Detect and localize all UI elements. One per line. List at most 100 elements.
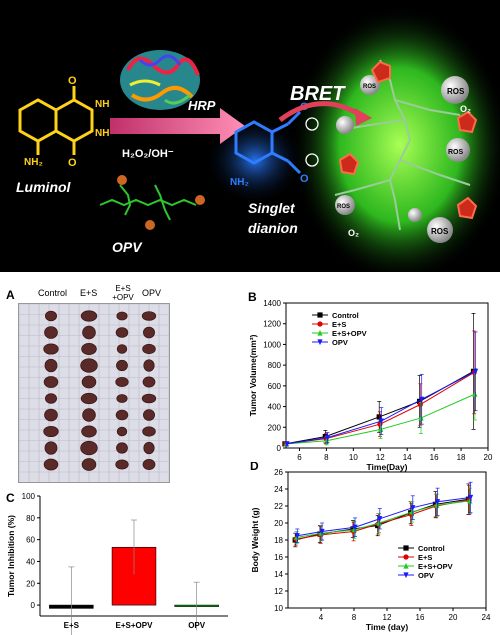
legend-marker: [403, 572, 409, 579]
data-point: [324, 435, 331, 441]
x-tick-label: 4: [319, 613, 324, 622]
bret-arrowhead: [355, 108, 372, 126]
tumor-specimen: [81, 343, 97, 355]
legend-marker: [317, 329, 323, 336]
panel-letter: B: [248, 290, 257, 304]
tumor-specimen: [143, 409, 155, 421]
tumor-specimen: [142, 376, 156, 388]
tumor-specimen: [82, 325, 96, 340]
dianion-glow: [205, 115, 305, 205]
tumor-specimen: [116, 344, 128, 354]
x-tick-label: 16: [416, 613, 425, 622]
tumor-specimen: [43, 458, 59, 471]
legend-marker: [317, 321, 323, 327]
tumor-specimen: [44, 393, 57, 404]
data-point: [467, 497, 473, 504]
luminol-structure: [18, 86, 94, 155]
data-point: [324, 437, 330, 444]
y-tick-label: 26: [274, 468, 283, 477]
data-point: [284, 441, 290, 447]
y-tick-label: 24: [274, 485, 283, 494]
series-E+S: [293, 485, 472, 546]
x-tick-label: 20: [449, 613, 458, 622]
tumor-specimen: [80, 310, 98, 322]
x-tick-label: 16: [430, 453, 439, 462]
data-point: [351, 526, 357, 533]
data-point: [294, 533, 300, 539]
col-label-control: Control: [38, 288, 68, 298]
y-tick-label: 60: [26, 536, 35, 545]
legend-marker: [317, 339, 323, 346]
tumor-specimen: [116, 359, 128, 372]
hrp-label: HRP: [188, 98, 216, 113]
charge-icon: [305, 117, 319, 131]
scheme-graphic: O O NH NH NH₂ Luminol HRP H₂O₂/OH⁻ OPV: [16, 5, 500, 272]
tumor-specimen: [143, 326, 155, 339]
tumor-specimen: [116, 442, 128, 454]
tumor-specimen: [43, 425, 59, 438]
tumor-specimen: [81, 425, 97, 438]
legend-marker: [403, 554, 409, 560]
x-tick-label: 24: [482, 613, 491, 622]
ros-particles: [335, 75, 470, 243]
tumor-specimen: [116, 426, 128, 437]
series-E+S+OPV: [294, 487, 473, 544]
data-point: [378, 426, 384, 432]
o2-label: O₂: [460, 104, 471, 114]
plot-frame: [285, 302, 489, 449]
x-tick-label: 8: [324, 453, 329, 462]
data-point: [352, 524, 358, 531]
y-tick-label: 200: [268, 423, 282, 432]
reagent-label: H₂O₂/OH⁻: [122, 148, 174, 160]
legend-label: E+S: [418, 553, 432, 562]
photosensitizer-units: [338, 60, 478, 220]
y-tick-label: 80: [26, 514, 35, 523]
x-tick-label: 18: [457, 453, 466, 462]
col-label-es-opv: E+S +OPV: [112, 284, 134, 302]
series-Control: [292, 483, 472, 548]
plot-frame: [287, 471, 487, 609]
y-axis-label: Tumor Inhibition (%): [6, 515, 16, 597]
legend-label: Control: [418, 544, 445, 553]
tumor-volume-chart: B6 8 10 12 14 16 18 200200400600800100012001400…: [248, 290, 493, 472]
legend-marker: [403, 562, 409, 569]
tumor-specimen: [81, 458, 97, 471]
legend-marker: [317, 312, 323, 318]
data-point: [377, 516, 383, 522]
data-point: [434, 499, 441, 505]
y-tick-label: 18: [274, 536, 283, 545]
opv-label: OPV: [112, 239, 143, 255]
data-point: [419, 396, 425, 403]
dianion-label: dianion: [248, 220, 298, 236]
legend-label: Control: [332, 311, 359, 320]
reaction-arrow: [110, 108, 245, 144]
data-point: [378, 418, 384, 425]
legend-label: E+S: [332, 320, 346, 329]
tumor-specimen: [116, 311, 128, 321]
luminol-o2: O: [68, 157, 77, 169]
o2-label: O₂: [348, 228, 359, 238]
tumor-specimen: [142, 459, 156, 470]
data-point: [376, 414, 382, 420]
x-tick-label: 8: [352, 613, 357, 622]
tumor-specimen: [142, 343, 156, 355]
y-tick-label: 1400: [263, 299, 281, 308]
legend-marker: [403, 545, 409, 551]
legend-label: OPV: [332, 338, 348, 347]
tumor-specimen: [43, 343, 59, 355]
hrp-protein: [120, 50, 200, 110]
data-point: [410, 505, 416, 511]
luminol-nh2: NH: [95, 128, 109, 139]
opv-node: [117, 175, 127, 185]
data-point: [472, 368, 479, 375]
tumor-specimen: [44, 408, 58, 422]
x-tick-label: 20: [484, 453, 493, 462]
ros-label: ROS: [363, 84, 376, 90]
data-point: [319, 528, 325, 535]
legend-label: E+S+OPV: [418, 562, 453, 571]
category-label: E+S+OPV: [116, 621, 154, 630]
ros-label: ROS: [447, 87, 465, 96]
y-tick-label: 1000: [263, 340, 281, 349]
y-tick-label: 400: [268, 403, 282, 412]
panel-letter: C: [6, 491, 15, 505]
